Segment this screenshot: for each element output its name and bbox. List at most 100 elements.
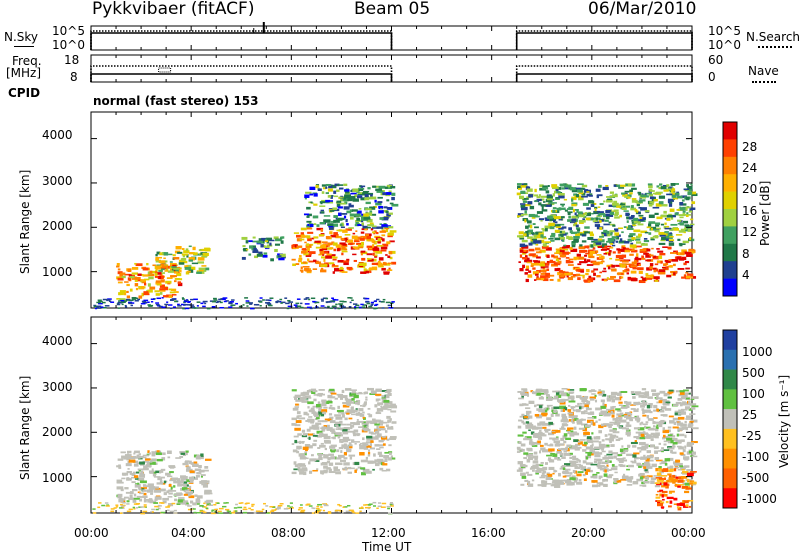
power-cell (167, 270, 174, 273)
velocity-cell (638, 401, 641, 405)
power-cell (378, 257, 384, 261)
velocity-cell (560, 437, 565, 441)
power-cell (360, 216, 364, 221)
velocity-cell (565, 437, 572, 441)
velocity-cell (127, 468, 130, 470)
power-cell (630, 278, 638, 282)
power-cell (323, 215, 331, 217)
velocity-cell (564, 398, 569, 401)
velocity-cell (346, 423, 352, 426)
power-cell (522, 257, 527, 260)
power-cell (663, 263, 667, 267)
velocity-cell (547, 444, 551, 447)
velocity-cell (146, 453, 150, 456)
power-cell (333, 232, 338, 236)
velocity-cell (186, 479, 190, 482)
power-noise (370, 304, 373, 306)
velocity-cell (525, 410, 532, 414)
power-cell (536, 251, 542, 254)
chart-title: Pykkvibaer (fitACF) (92, 0, 255, 19)
power-cell (621, 192, 626, 195)
power-noise (370, 301, 374, 304)
power-cell (544, 241, 552, 244)
velocity-cell (613, 477, 619, 481)
power-cell (389, 202, 394, 205)
power-cell (606, 264, 614, 268)
power-cell (690, 273, 694, 277)
velocity-noise (217, 510, 222, 513)
velocity-cell (602, 402, 605, 406)
power-cell (685, 215, 689, 217)
power-noise (156, 297, 162, 300)
velocity-noise (225, 502, 229, 504)
velocity-cell (644, 437, 651, 439)
power-noise (310, 297, 316, 300)
power-cell (645, 274, 653, 277)
power-cell (256, 253, 263, 257)
power-cell (535, 273, 539, 276)
velocity-cell (350, 422, 356, 425)
power-cell (183, 250, 190, 253)
power-cell (172, 254, 176, 257)
power-cell (640, 207, 647, 211)
velocity-cell (641, 388, 647, 391)
velocity-cell (150, 492, 154, 495)
power-noise (183, 303, 188, 306)
power-cell (624, 241, 630, 244)
velocity-cell (559, 427, 566, 430)
power-cell (625, 263, 632, 265)
velocity-cell (575, 405, 582, 408)
power-cell (638, 214, 644, 217)
velocity-cell (582, 444, 587, 447)
velocity-cell (135, 471, 140, 474)
power-noise (287, 305, 293, 308)
velocity-cell (640, 404, 646, 408)
velocity-cell (600, 423, 605, 427)
vel-cbar-tick-neg25: -25 (742, 429, 762, 443)
velocity-cell (549, 437, 553, 440)
velocity-cell (682, 449, 686, 453)
power-noise (134, 297, 138, 300)
power-cell (173, 291, 179, 293)
power-noise (314, 301, 317, 304)
power-cell (656, 185, 660, 188)
power-cell (158, 265, 164, 268)
velocity-cell (620, 391, 628, 393)
power-cell (551, 232, 556, 237)
power-cell (687, 188, 692, 192)
velocity-cell (618, 460, 624, 464)
power-cell (155, 265, 161, 269)
velocity-cell (686, 469, 691, 471)
power-cell (549, 214, 557, 218)
power-cell (321, 191, 325, 194)
velocity-cell (563, 420, 569, 423)
power-noise (223, 300, 227, 303)
velocity-cell (632, 481, 639, 485)
velocity-cell (545, 462, 548, 465)
power-cell (529, 205, 535, 210)
power-cell (350, 192, 357, 195)
power-cell (650, 238, 655, 241)
velocity-noise (237, 506, 243, 509)
power-noise (381, 307, 385, 309)
velocity-cell (299, 398, 305, 401)
velocity-cell (547, 406, 550, 408)
velocity-cell (342, 431, 349, 435)
power-noise (117, 301, 123, 304)
power-cell (650, 237, 654, 240)
velocity-cell (317, 414, 321, 417)
power-cell (621, 260, 629, 263)
velocity-noise (231, 511, 235, 514)
velocity-cell (171, 490, 177, 492)
power-noise (329, 307, 333, 309)
power-cell (160, 272, 166, 274)
power-noise (231, 299, 235, 301)
velocity-colorbar-swatch (723, 330, 737, 351)
velocity-cell (619, 426, 622, 428)
power-cell (546, 195, 553, 199)
power-cell (581, 234, 586, 237)
velocity-cell (317, 420, 324, 422)
power-cell (554, 191, 561, 194)
velocity-cell (136, 455, 141, 459)
velocity-cell (516, 446, 521, 450)
